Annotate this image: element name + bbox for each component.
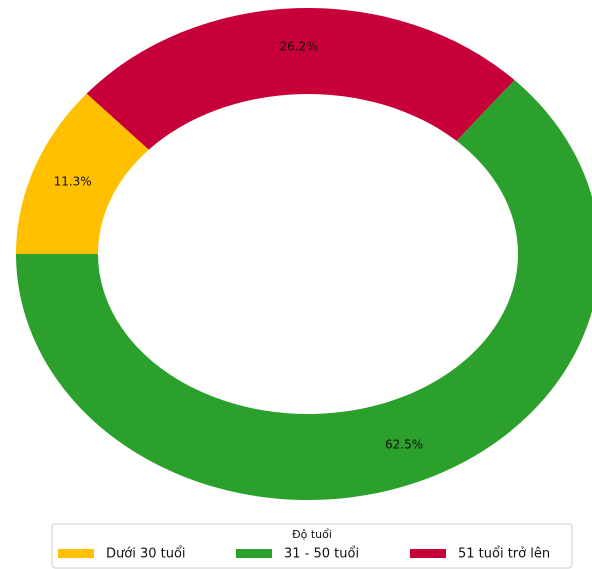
legend-label: Dưới 30 tuổi xyxy=(106,547,186,562)
legend-label: 31 - 50 tuổi xyxy=(284,547,359,562)
slice-label: 11.3% xyxy=(54,175,92,189)
slice xyxy=(16,80,592,500)
legend-title: Độ tuổi xyxy=(292,528,332,541)
slice-label: 62.5% xyxy=(385,438,423,452)
slice xyxy=(86,8,515,150)
slice xyxy=(16,93,149,255)
legend-swatch xyxy=(236,549,272,558)
legend-label: 51 tuổi trở lên xyxy=(458,547,550,562)
legend-swatch xyxy=(410,549,446,558)
slice-label: 26.2% xyxy=(279,40,317,54)
legend-swatch xyxy=(58,549,94,558)
